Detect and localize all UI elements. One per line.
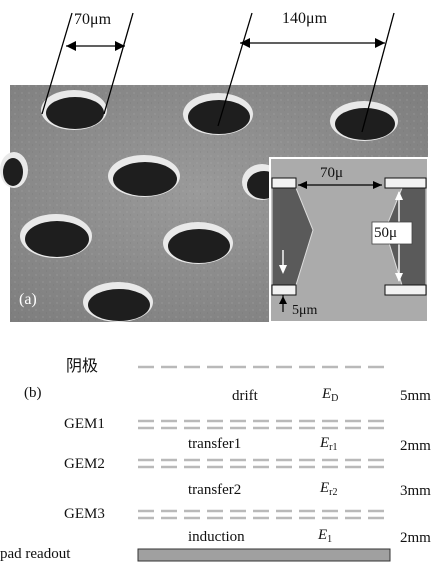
hole [163, 222, 233, 264]
gem-micrograph [0, 12, 429, 323]
region-name-drift: drift [232, 388, 258, 404]
hole-array [0, 90, 398, 322]
gap-transfer2: 3mm [400, 483, 431, 499]
readout-pad [137, 548, 391, 562]
diameter-dimension [41, 12, 134, 115]
gem1-label: GEM1 [64, 416, 105, 432]
copper-bottom-left [271, 284, 297, 296]
field-transfer2: Er2 [320, 480, 338, 498]
hole [330, 101, 398, 141]
region-name-transfer1: transfer1 [188, 436, 242, 452]
hole-diameter-label: 70μm [74, 11, 112, 28]
hole [83, 282, 153, 322]
inset-copper-label: 5μm [292, 303, 318, 318]
hole [183, 93, 253, 135]
hole [20, 214, 92, 258]
hole [41, 90, 107, 130]
hole [108, 155, 180, 197]
region-name-transfer2: transfer2 [188, 482, 242, 498]
cross-section-inset [269, 157, 429, 323]
gap-transfer1: 2mm [400, 438, 431, 454]
cathode-label: 阴极 [66, 356, 99, 375]
copper-top-left [271, 177, 297, 189]
field-drift: ED [322, 386, 339, 404]
field-induction: E1 [318, 527, 333, 545]
panel-b-label: (b) [24, 385, 42, 401]
panel-a-label: (a) [19, 291, 37, 308]
inset-hole-width-label: 70μ [320, 165, 344, 181]
figure-a: 70μm 140μm 70μ 50μ 5μm (a) [0, 10, 429, 323]
hole-pitch-label: 140μm [282, 10, 328, 27]
triple-gem-schematic [137, 365, 391, 562]
region-name-induction: induction [188, 529, 245, 545]
pitch-dimension [217, 12, 395, 133]
gem2-label: GEM2 [64, 456, 105, 472]
readout-label: pad readout [0, 546, 71, 562]
gap-drift: 5mm [400, 388, 431, 404]
inset-thickness-label: 50μ [374, 225, 398, 241]
figure-b: 阴极 (b) GEM1 GEM2 GEM3 pad readout drift … [0, 340, 440, 566]
hole [0, 152, 28, 188]
gap-induction: 2mm [400, 530, 431, 546]
copper-top-right [384, 177, 427, 189]
copper-bottom-right [384, 284, 427, 296]
field-transfer1: Er1 [320, 435, 338, 453]
gem3-label: GEM3 [64, 506, 105, 522]
